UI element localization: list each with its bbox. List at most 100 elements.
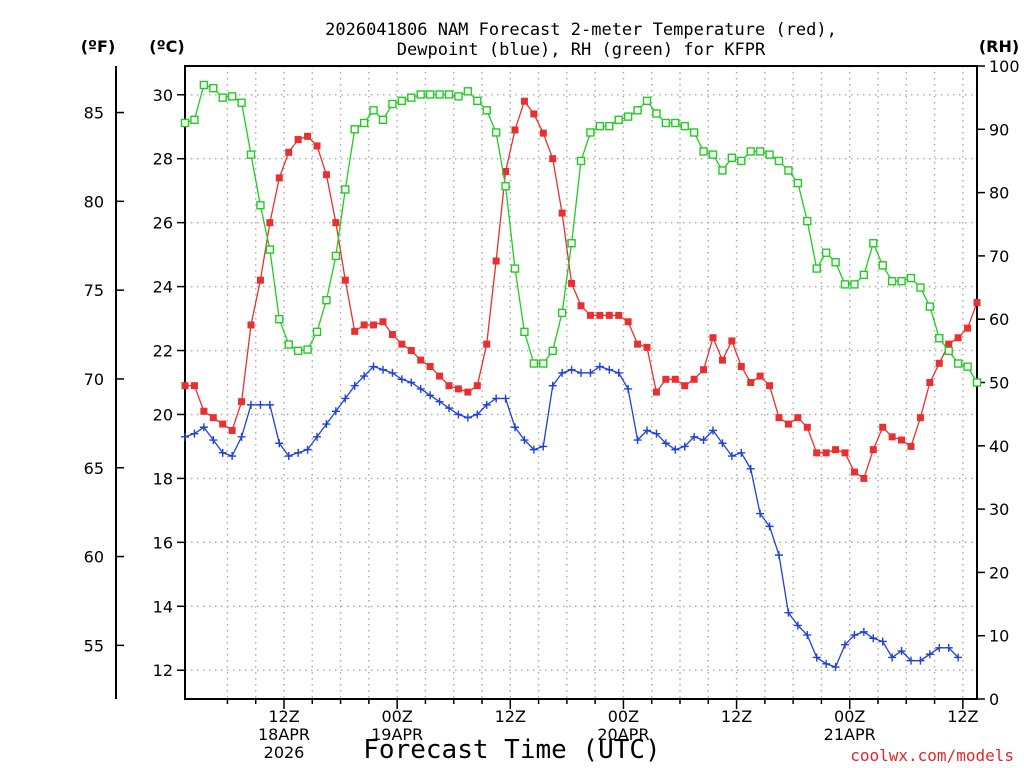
data-point-rh <box>510 264 520 273</box>
data-point-dewpoint <box>699 436 708 445</box>
data-point-rh <box>859 270 869 280</box>
data-point-temperature <box>964 324 972 332</box>
data-point-dewpoint <box>265 400 274 409</box>
x-tick-label: 18APR <box>258 725 310 744</box>
data-point-dewpoint <box>454 410 463 419</box>
data-point-dewpoint <box>652 429 661 438</box>
data-point-dewpoint <box>548 381 557 390</box>
data-point-temperature <box>511 126 519 134</box>
data-point-dewpoint <box>379 365 387 374</box>
data-point-dewpoint <box>322 420 331 429</box>
x-tick-label: 12Z <box>495 707 526 726</box>
celsius-tick-label: 16 <box>153 533 173 552</box>
chart-title-line-1: 2026041806 NAM Forecast 2-meter Temperat… <box>325 20 837 40</box>
rh-tick-label: 100 <box>989 57 1020 76</box>
data-point-temperature <box>605 311 613 319</box>
data-point-dewpoint <box>954 653 963 662</box>
data-point-dewpoint <box>925 650 934 659</box>
x-axis-label: Forecast Time (UTC) <box>363 735 660 765</box>
data-point-dewpoint <box>624 384 633 393</box>
data-point-rh <box>227 92 237 101</box>
data-point-dewpoint <box>181 432 189 441</box>
data-point-dewpoint <box>859 627 868 636</box>
data-point-rh <box>312 327 322 337</box>
data-point-temperature <box>756 372 764 380</box>
data-point-temperature <box>294 136 302 144</box>
data-point-rh <box>699 147 708 156</box>
data-point-temperature <box>728 337 736 345</box>
data-point-temperature <box>247 321 255 329</box>
data-point-dewpoint <box>869 634 878 643</box>
data-point-rh <box>661 118 671 128</box>
data-point-temperature <box>624 318 632 326</box>
data-point-dewpoint <box>247 400 255 409</box>
x-tick-label: 12Z <box>947 707 978 726</box>
data-point-rh <box>671 118 680 128</box>
rh-tick-label: 30 <box>989 500 1009 519</box>
data-point-rh <box>256 201 265 210</box>
series-rh <box>180 80 982 387</box>
data-point-temperature <box>464 388 472 396</box>
data-point-rh <box>576 156 586 166</box>
data-point-rh <box>755 147 765 156</box>
data-point-temperature <box>304 132 312 140</box>
data-point-rh <box>557 308 567 318</box>
data-point-rh <box>548 346 557 356</box>
rh-tick-label: 50 <box>989 374 1009 393</box>
data-point-dewpoint <box>341 394 350 403</box>
data-point-dewpoint <box>841 640 849 649</box>
data-point-dewpoint <box>907 656 915 665</box>
data-point-temperature <box>238 398 246 406</box>
data-point-dewpoint <box>718 439 727 448</box>
data-point-rh <box>623 112 633 121</box>
rh-unit-label: (RH) <box>979 37 1019 56</box>
data-point-rh <box>953 359 963 368</box>
data-point-temperature <box>577 302 585 310</box>
rh-tick-label: 10 <box>989 627 1009 646</box>
data-point-temperature <box>351 327 359 335</box>
fahrenheit-tick-label: 85 <box>84 104 104 123</box>
data-point-dewpoint <box>369 362 378 371</box>
data-point-rh <box>906 273 916 283</box>
data-point-temperature <box>794 414 802 422</box>
data-point-rh <box>680 121 689 131</box>
x-tick-label: 12Z <box>268 707 299 726</box>
data-point-rh <box>972 378 982 387</box>
axes <box>115 65 985 709</box>
data-point-rh <box>718 166 727 175</box>
data-point-rh <box>831 258 840 267</box>
data-point-rh <box>482 106 491 115</box>
data-point-temperature <box>200 407 208 415</box>
celsius-tick-label: 30 <box>153 86 173 105</box>
celsius-tick-label: 12 <box>153 661 173 680</box>
data-point-temperature <box>690 375 698 383</box>
data-point-temperature <box>784 420 792 428</box>
data-point-temperature <box>803 423 811 431</box>
data-point-rh <box>784 166 793 175</box>
x-tick-label: 2026 <box>264 743 305 762</box>
data-point-dewpoint <box>313 432 321 441</box>
data-point-rh <box>642 96 652 106</box>
rh-tick-label: 40 <box>989 437 1009 456</box>
data-point-dewpoint <box>756 509 765 518</box>
fahrenheit-tick-label: 80 <box>84 192 104 211</box>
data-point-temperature <box>879 423 887 431</box>
data-point-temperature <box>869 446 877 454</box>
celsius-tick-label: 24 <box>153 278 173 297</box>
data-point-rh <box>378 115 388 125</box>
data-point-temperature <box>973 299 981 307</box>
data-point-rh <box>944 346 953 356</box>
data-point-rh <box>803 216 812 226</box>
data-point-rh <box>199 80 209 90</box>
data-point-dewpoint <box>501 394 510 403</box>
rh-tick-label: 70 <box>989 247 1009 266</box>
data-point-dewpoint <box>482 400 491 409</box>
data-point-rh <box>529 359 539 368</box>
data-point-temperature <box>709 334 717 342</box>
data-point-temperature <box>388 331 396 339</box>
data-point-temperature <box>285 148 293 156</box>
data-point-rh <box>237 98 246 107</box>
fahrenheit-tick-label: 60 <box>84 548 104 567</box>
data-point-dewpoint <box>888 653 897 662</box>
